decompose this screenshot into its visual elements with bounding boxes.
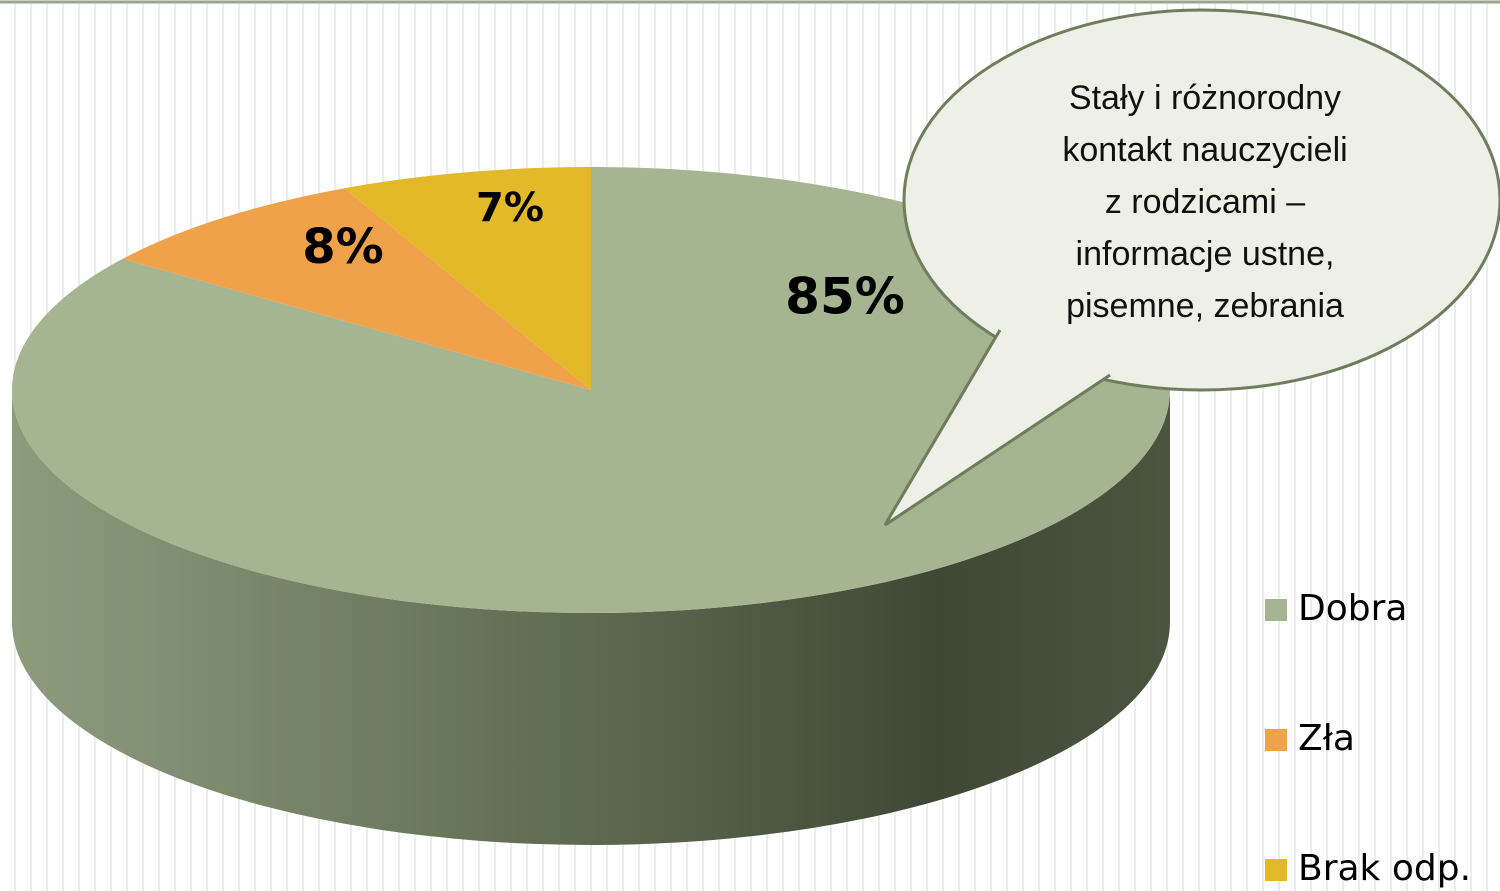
legend-swatch [1265,729,1287,751]
legend-label: Zła [1298,718,1355,759]
pie-slice [122,188,591,390]
legend: Dobra Zła Brak odp. [1265,588,1471,889]
legend-label: Brak odp. [1298,848,1471,889]
callout: Stały i różnorodny kontakt nauczycieli z r… [883,8,1500,527]
callout-tail-edge [884,373,1111,527]
callout-bubble [902,8,1500,392]
pie-slice [12,167,1171,613]
pie-slice [344,167,591,390]
legend-label: Dobra [1298,588,1407,629]
callout-text: Stały i różnorodny [1069,79,1341,117]
callout-text: pisemne, zebrania [1066,287,1344,325]
callout-text: z rodzicami – [1105,183,1305,221]
pie-side [12,390,1170,845]
value-label: 8% [302,219,384,275]
pie: 85% 8% 7% [12,167,1171,845]
legend-swatch [1265,599,1287,621]
callout-tail-edge [883,329,1002,526]
callout-text: kontakt nauczycieli [1062,131,1347,169]
value-label: 7% [476,185,544,231]
callout-tail-fill [885,330,1110,525]
value-label: 85% [785,268,905,326]
callout-text: informacje ustne, [1076,235,1335,273]
legend-swatch [1265,859,1287,881]
